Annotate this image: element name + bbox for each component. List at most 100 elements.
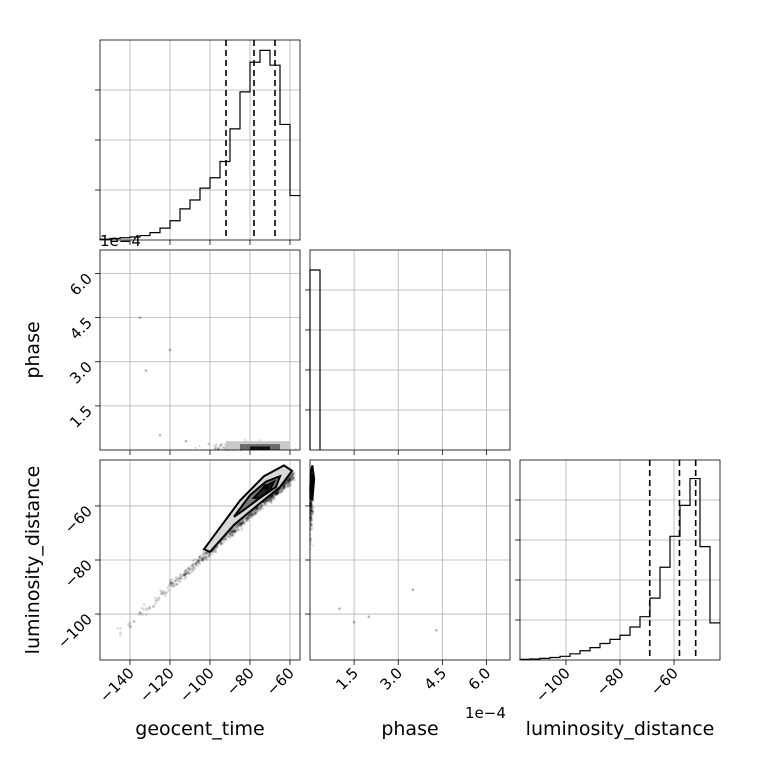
sample-point (198, 444, 201, 448)
sample-point (246, 517, 250, 521)
sample-point (310, 517, 313, 520)
panel-luminosity-distance-vs-phase: 1.5 3.0 4.5 6.0 (305, 459, 511, 694)
sample-point (177, 579, 181, 583)
sample-point (164, 594, 167, 598)
sample-point (241, 520, 244, 523)
contour-line (251, 479, 277, 499)
sample-point (247, 516, 251, 520)
sample-point (233, 528, 237, 532)
sample-point (247, 516, 250, 520)
sample-point (230, 533, 233, 537)
sample-point (251, 514, 254, 517)
sample-point (128, 626, 132, 629)
sample-point (190, 570, 194, 574)
sample-point (275, 490, 279, 494)
sample-point (237, 528, 241, 531)
sample-point (237, 525, 240, 528)
sample-point (288, 479, 292, 482)
sample-point (292, 472, 295, 476)
sample-point (198, 562, 202, 565)
sample-point (310, 511, 314, 514)
sample-point (228, 532, 231, 536)
sample-point (283, 485, 287, 488)
xlabel-geocent-time: geocent_time (135, 718, 264, 740)
sample-point (288, 482, 292, 485)
sample-point (250, 514, 253, 517)
sample-point (205, 551, 208, 554)
sample-point (288, 477, 292, 481)
sample-point (184, 572, 187, 575)
sample-point (153, 602, 157, 606)
sample-point (188, 569, 192, 573)
sample-point (187, 567, 190, 570)
sample-point (248, 514, 251, 518)
sample-point (282, 484, 286, 487)
sample-point (310, 510, 314, 513)
ylabel-luminosity-distance: luminosity_distance (22, 466, 44, 655)
sample-point (228, 533, 232, 537)
sample-point (271, 494, 274, 498)
sample-point (286, 484, 290, 488)
sample-point (269, 501, 273, 505)
sample-point (234, 529, 238, 533)
sample-point (184, 572, 188, 576)
sample-point (283, 486, 286, 489)
sample-point (312, 506, 315, 509)
sample-point (310, 515, 313, 518)
sample-point (184, 573, 187, 576)
sample-point (240, 521, 244, 525)
sample-point (281, 487, 285, 491)
y-tick-label: 4.5 (66, 314, 96, 344)
sample-point (227, 532, 231, 535)
sample-point (148, 607, 152, 611)
sample-point (226, 535, 230, 539)
sample-point (310, 505, 314, 508)
sample-point (238, 521, 242, 525)
sample-point (274, 493, 278, 496)
sample-point (269, 500, 273, 503)
sample-point (309, 504, 313, 507)
sample-point (202, 556, 206, 560)
sample-point (187, 570, 190, 574)
sample-point (292, 472, 296, 476)
sample-point (152, 605, 155, 608)
sample-point (267, 499, 271, 502)
sample-point (235, 525, 239, 529)
sample-point (172, 584, 176, 588)
sample-point (235, 528, 238, 532)
sample-point (144, 613, 148, 616)
sample-point (178, 580, 182, 584)
outlier-point (352, 620, 356, 624)
sample-point (269, 495, 273, 499)
sample-point (152, 605, 155, 608)
sample-point (240, 522, 243, 526)
outlier-point (411, 588, 415, 592)
sample-point (289, 478, 293, 482)
sample-point (205, 551, 209, 555)
sample-point (241, 519, 245, 522)
sample-point (214, 443, 217, 447)
sample-point (268, 496, 271, 500)
sample-point (197, 559, 201, 562)
sample-point (270, 497, 273, 501)
xlabel-luminosity-distance: luminosity_distance (526, 718, 715, 740)
sample-point (293, 471, 296, 475)
sample-point (183, 574, 187, 578)
sample-point (311, 503, 314, 506)
sample-point (274, 491, 277, 495)
sample-point (201, 555, 205, 559)
sample-point (228, 531, 232, 535)
sample-point (179, 577, 182, 581)
sample-point (276, 491, 279, 494)
sample-point (290, 474, 294, 478)
sample-point (266, 498, 269, 502)
sample-point (264, 499, 268, 503)
sample-point (276, 490, 279, 494)
sample-point (201, 559, 205, 562)
panel-luminosity-distance-vs-geocent-time: −140−120−100 −80 −60−100−80−60 (54, 459, 301, 706)
sample-point (251, 513, 254, 516)
x-tick-label: 3.0 (376, 664, 406, 694)
sample-point (194, 446, 198, 450)
sample-point (206, 554, 210, 558)
sample-point (252, 513, 255, 517)
